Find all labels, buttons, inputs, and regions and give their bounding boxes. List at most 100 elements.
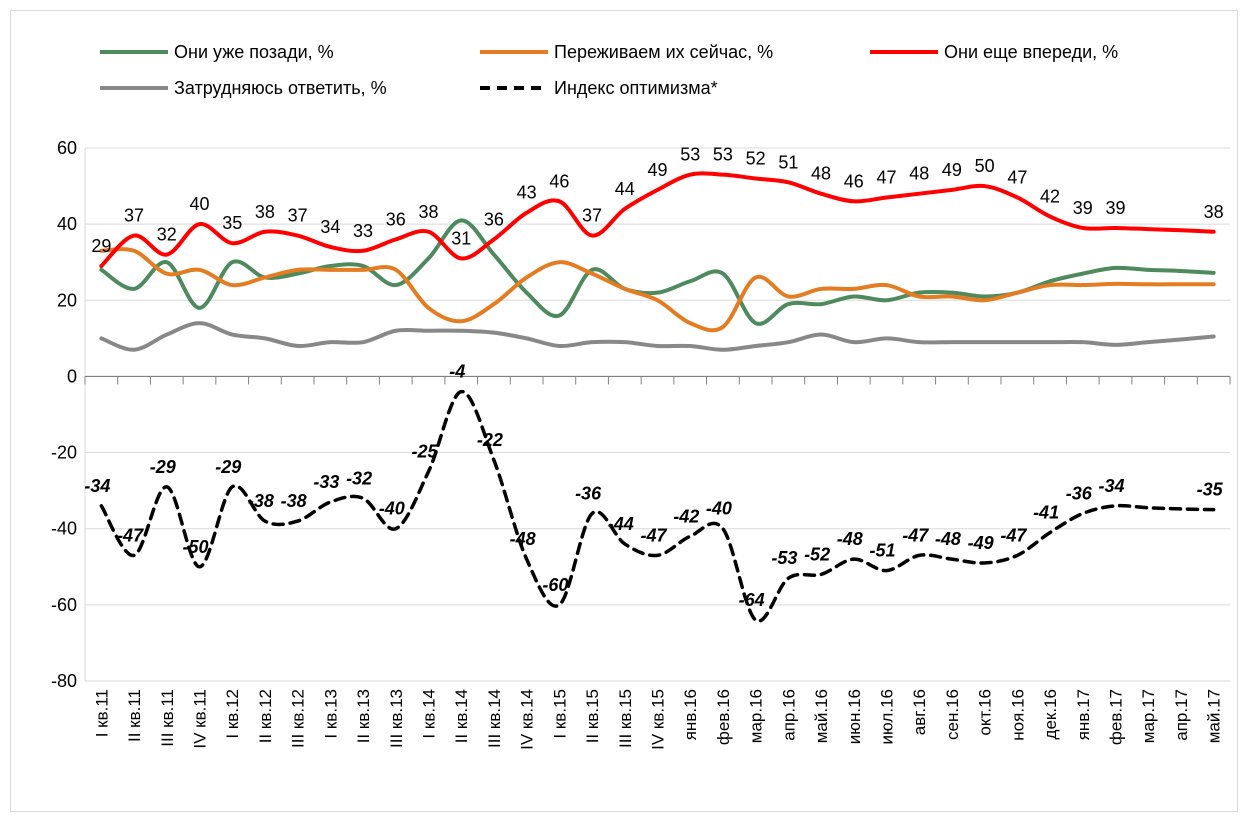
- x-tick-label: апр.17: [1172, 689, 1191, 741]
- data-label: -60: [542, 575, 568, 595]
- data-label: -48: [510, 529, 536, 549]
- data-label: 49: [647, 160, 667, 180]
- x-tick-label: III кв.12: [289, 689, 308, 748]
- legend-label: Затрудняюсь ответить, %: [174, 78, 387, 98]
- series-line: [99, 247, 1216, 333]
- series-line: [99, 171, 1216, 269]
- y-tick-label: 40: [57, 214, 77, 234]
- data-label: 38: [255, 202, 275, 222]
- data-label: -51: [869, 541, 895, 561]
- data-label: -38: [281, 491, 307, 511]
- x-tick-label: II кв.15: [583, 689, 602, 743]
- data-label: -35: [1197, 480, 1224, 500]
- x-tick-label: II кв.13: [354, 689, 373, 743]
- y-tick-label: -40: [51, 519, 77, 539]
- x-tick-label: III кв.15: [616, 689, 635, 748]
- x-tick-label: сен.16: [943, 689, 962, 740]
- series-line: [99, 389, 1216, 623]
- data-label: 44: [615, 179, 635, 199]
- x-tick-label: янв.17: [1074, 689, 1093, 740]
- y-tick-label: 20: [57, 290, 77, 310]
- data-label: 47: [1007, 167, 1027, 187]
- data-label: -41: [1033, 503, 1059, 523]
- x-tick-label: II кв.14: [452, 689, 471, 743]
- data-label: -50: [182, 537, 208, 557]
- data-label: -48: [935, 529, 961, 549]
- data-label: -33: [313, 472, 339, 492]
- y-tick-label: -80: [51, 671, 77, 691]
- data-label: -22: [477, 430, 503, 450]
- data-label: -38: [248, 491, 274, 511]
- x-tick-label: мар.16: [747, 689, 766, 743]
- data-label: 51: [778, 152, 798, 172]
- data-label: 37: [124, 206, 144, 226]
- data-label: -29: [215, 457, 241, 477]
- x-tick-label: май.17: [1205, 689, 1224, 743]
- data-label: 39: [1105, 198, 1125, 218]
- data-label: 37: [288, 206, 308, 226]
- data-label: -36: [575, 483, 602, 503]
- x-tick-label: I кв.12: [223, 689, 242, 739]
- data-label: -53: [771, 548, 797, 568]
- data-label: 42: [1040, 187, 1060, 207]
- legend-label: Индекс оптимизма*: [554, 78, 718, 98]
- x-tick-label: дек.16: [1041, 689, 1060, 739]
- data-label: -48: [837, 529, 863, 549]
- legend-label: Они уже позади, %: [174, 42, 334, 62]
- x-tick-label: ноя.16: [1008, 689, 1027, 741]
- y-tick-label: 60: [57, 138, 77, 158]
- data-label: -34: [1098, 476, 1124, 496]
- data-label: 33: [353, 221, 373, 241]
- x-tick-label: III кв.11: [158, 689, 177, 747]
- data-label: 46: [844, 171, 864, 191]
- data-label: -64: [739, 590, 765, 610]
- data-label: -47: [902, 525, 929, 545]
- data-label: 53: [713, 145, 733, 165]
- x-tick-label: IV кв.15: [649, 689, 668, 750]
- data-label: 48: [811, 164, 831, 184]
- x-tick-label: янв.16: [681, 689, 700, 740]
- data-label: 36: [484, 209, 504, 229]
- legend-label: Переживаем их сейчас, %: [554, 42, 773, 62]
- data-label: 53: [680, 145, 700, 165]
- data-label: -47: [640, 525, 667, 545]
- x-tick-label: май.16: [812, 689, 831, 743]
- data-label: 40: [189, 194, 209, 214]
- x-tick-label: IV кв.14: [518, 689, 537, 750]
- y-tick-label: 0: [67, 366, 77, 386]
- data-label: 34: [320, 217, 340, 237]
- data-label: 37: [582, 206, 602, 226]
- x-tick-label: III кв.13: [387, 689, 406, 748]
- x-tick-label: IV кв.11: [191, 689, 210, 749]
- data-label: 35: [222, 213, 242, 233]
- x-tick-label: I кв.11: [92, 689, 111, 737]
- x-tick-label: окт.16: [976, 689, 995, 736]
- data-label: -42: [673, 506, 699, 526]
- data-label: -47: [1000, 525, 1027, 545]
- data-label: 48: [909, 164, 929, 184]
- data-label: -40: [379, 499, 405, 519]
- data-label: 36: [386, 209, 406, 229]
- data-label: 46: [549, 171, 569, 191]
- x-tick-label: I кв.13: [321, 689, 340, 739]
- x-tick-label: I кв.15: [550, 689, 569, 739]
- y-tick-label: -60: [51, 595, 77, 615]
- data-label: 49: [942, 160, 962, 180]
- data-label: -4: [449, 362, 465, 382]
- chart-border: [10, 10, 1238, 812]
- data-label: -52: [804, 544, 830, 564]
- data-label: 29: [91, 236, 111, 256]
- y-tick-label: -20: [51, 443, 77, 463]
- data-label: -44: [608, 514, 634, 534]
- x-tick-label: фев.17: [1107, 689, 1126, 745]
- data-label: -29: [150, 457, 176, 477]
- data-label: -36: [1066, 483, 1093, 503]
- x-tick-label: мар.17: [1139, 689, 1158, 743]
- data-label: -49: [968, 533, 994, 553]
- data-label: -32: [346, 468, 372, 488]
- x-tick-label: авг.16: [910, 689, 929, 735]
- data-label: -40: [706, 499, 732, 519]
- x-tick-label: июл.16: [878, 689, 897, 744]
- x-tick-label: апр.16: [779, 689, 798, 741]
